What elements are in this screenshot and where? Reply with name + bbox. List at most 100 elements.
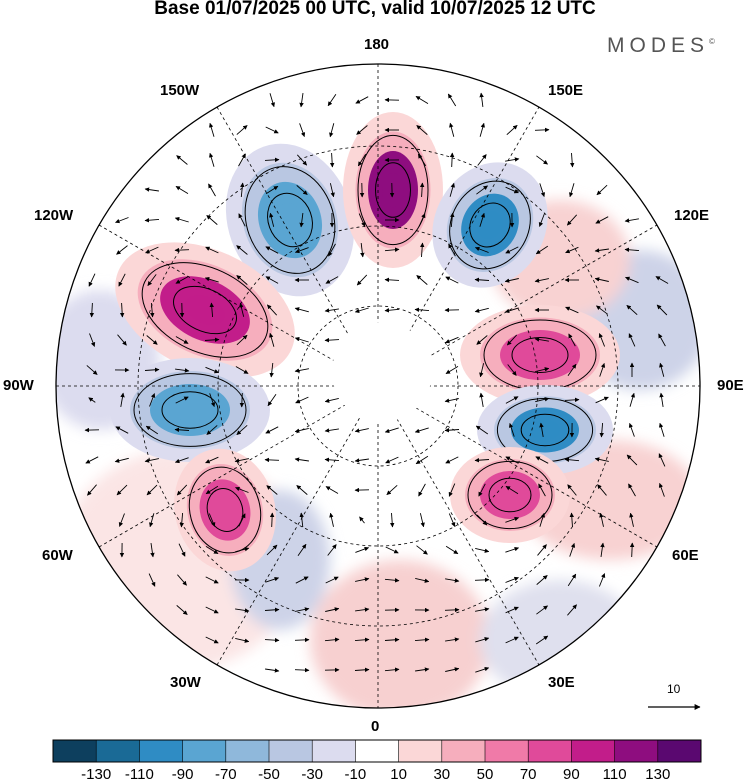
wind-vector <box>474 577 490 583</box>
wind-vector <box>328 243 336 257</box>
wind-vector <box>267 394 277 407</box>
label-120e: 120E <box>674 207 710 224</box>
wind-vector <box>179 512 184 528</box>
wind-vector <box>118 513 125 527</box>
circulation-loop <box>511 337 569 373</box>
wind-vector <box>235 608 250 613</box>
wind-vector <box>239 302 245 317</box>
label-90w: 90W <box>3 377 34 394</box>
wind-vector <box>506 124 518 136</box>
circulation-loop <box>469 202 511 248</box>
wind-vector <box>145 425 159 435</box>
wind-vector <box>88 397 96 403</box>
wind-vector <box>479 122 485 137</box>
wind-vector <box>264 637 280 643</box>
anomaly-core <box>522 344 558 366</box>
wind-vector <box>629 512 634 527</box>
wind-vector <box>659 362 665 377</box>
wind-vector <box>384 277 400 283</box>
wind-vector <box>327 93 337 107</box>
wind-vector <box>238 513 246 527</box>
wind-vector <box>507 364 517 376</box>
wind-vector <box>355 96 369 104</box>
wind-vector <box>89 333 96 347</box>
circulation-loop <box>244 166 336 274</box>
wind-vector <box>265 276 279 284</box>
wind-vector <box>176 155 188 165</box>
wind-vector <box>299 93 304 108</box>
wind-vector <box>240 182 245 198</box>
wind-vector <box>358 213 366 227</box>
colorbar-swatch <box>441 740 486 762</box>
map-disk <box>56 64 700 708</box>
wind-vector <box>359 516 365 524</box>
wind-vector <box>329 152 335 168</box>
wind-vector <box>445 336 459 344</box>
wind-vector <box>595 216 609 224</box>
colorbar-swatch <box>528 740 572 762</box>
wind-vector <box>204 337 220 343</box>
wind-vector <box>205 546 219 554</box>
wind-vector <box>296 154 308 166</box>
colorbar-tick-label: 50 <box>476 766 494 783</box>
circulation-loop <box>133 373 247 447</box>
wind-vector <box>568 333 576 347</box>
wind-vector <box>144 187 159 192</box>
wind-vector <box>658 422 665 437</box>
wind-vector <box>658 453 666 467</box>
wind-vector <box>294 637 310 643</box>
wind-vector <box>477 154 487 166</box>
wind-vector <box>357 153 367 167</box>
wind-vector <box>569 542 576 557</box>
circulation-loop <box>357 134 429 246</box>
wind-vector <box>117 334 127 346</box>
wind-vector <box>594 277 609 282</box>
wind-vector <box>599 422 604 438</box>
wind-vector <box>264 607 280 613</box>
wind-vector <box>150 302 155 318</box>
colorbar-swatch <box>355 740 399 762</box>
wind-vector <box>147 274 157 286</box>
wind-vector <box>89 302 95 318</box>
wind-vector <box>297 543 307 556</box>
wind-vector <box>565 306 579 314</box>
wind-vector <box>449 122 455 137</box>
wind-vector <box>384 247 400 252</box>
wind-vector <box>449 182 455 197</box>
wind-vector <box>418 483 426 497</box>
circulation-loop <box>449 180 531 270</box>
wind-vector <box>205 485 219 495</box>
wind-vector <box>177 574 187 586</box>
wind-vector <box>505 576 519 583</box>
wind-vector <box>505 636 519 644</box>
anomaly-core <box>172 398 208 422</box>
wind-vector <box>479 92 484 107</box>
wind-vector <box>146 484 158 496</box>
circulation-loop <box>375 162 411 218</box>
colorbar-tick-label: 30 <box>433 766 451 783</box>
wind-vector <box>175 276 189 284</box>
wind-vector <box>150 543 155 558</box>
wind-vector <box>265 576 280 583</box>
wind-vector <box>659 392 664 407</box>
wind-vector <box>294 337 309 343</box>
label-120w: 120W <box>34 207 74 224</box>
wind-vector <box>598 573 606 587</box>
modes-logo: MODES© <box>607 34 715 58</box>
polar-hole <box>332 322 432 422</box>
wind-vector <box>146 335 158 345</box>
colorbar-tick-label: 10 <box>390 766 407 783</box>
wind-vector <box>475 547 490 553</box>
wind-vector <box>325 607 340 612</box>
wind-vector <box>384 427 399 434</box>
wind-vector <box>628 333 636 347</box>
wind-vector <box>299 213 304 228</box>
wind-vector <box>296 185 308 195</box>
wind-vector <box>354 458 369 463</box>
wind-vector <box>479 363 485 378</box>
wind-vector <box>209 393 216 408</box>
wind-vector <box>505 606 519 614</box>
wind-vector <box>624 218 639 223</box>
wind-vector <box>505 186 519 194</box>
anomaly-core <box>530 420 560 440</box>
